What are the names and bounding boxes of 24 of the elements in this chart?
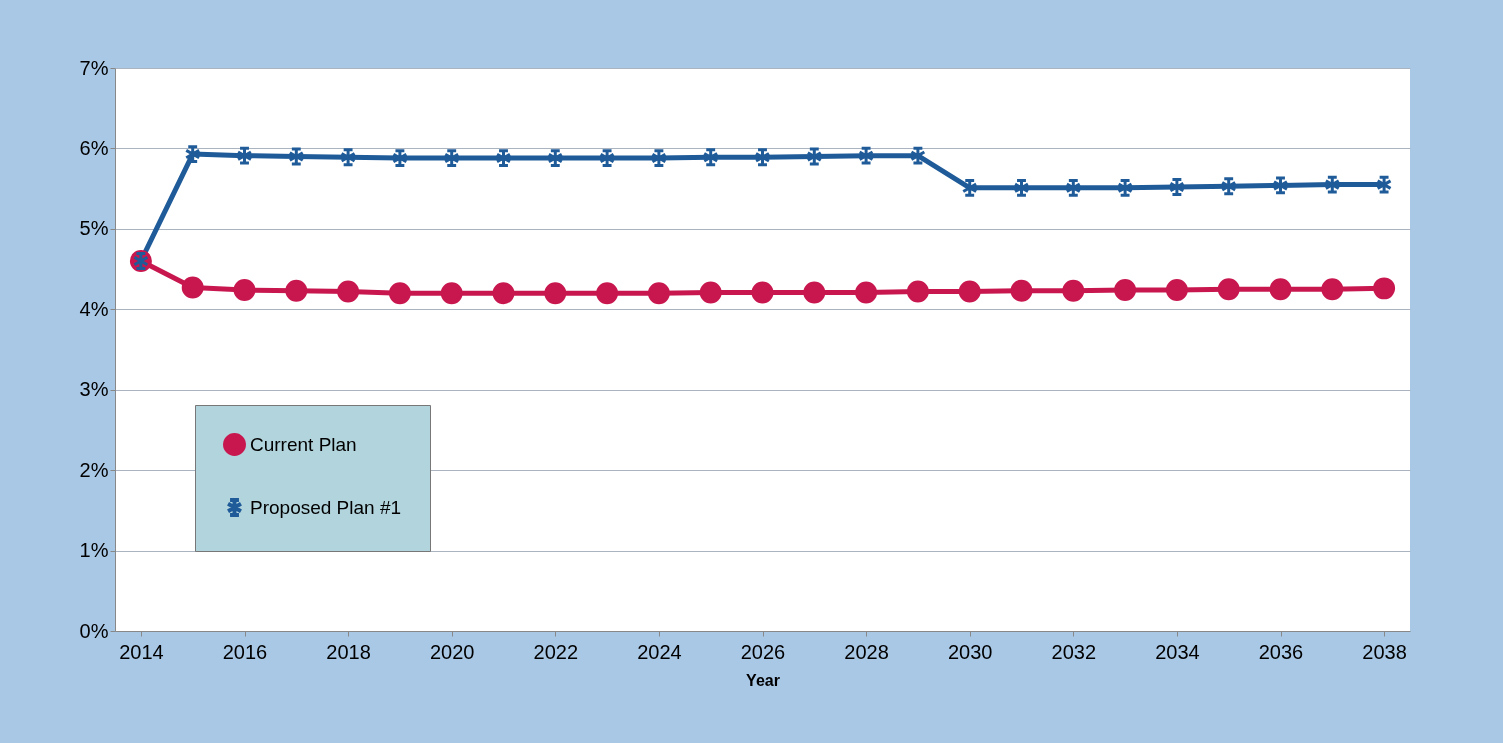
y-tick-label: 2% [79, 458, 109, 481]
y-tick-label: 7% [79, 56, 109, 79]
x-tick-label: 2026 [740, 640, 786, 663]
y-tick-label: 0% [79, 619, 109, 642]
x-tick-label: 2032 [1051, 640, 1097, 663]
y-tick-label: 1% [79, 539, 109, 562]
x-tick-label: 2024 [637, 640, 682, 663]
y-tick-label: 3% [79, 378, 109, 401]
legend-label: Current Plan [250, 433, 357, 455]
x-axis-title: Year [746, 671, 780, 689]
x-tick-label: 2036 [1258, 640, 1304, 663]
y-tick-label: 5% [79, 217, 109, 240]
y-tick-label: 6% [79, 136, 109, 159]
legend-label: Proposed Plan #1 [250, 496, 402, 518]
x-tick-label: 2038 [1362, 640, 1407, 663]
x-tick-label: 2022 [533, 640, 579, 663]
x-tick-label: 2018 [326, 640, 371, 663]
x-tick-label: 2014 [119, 640, 164, 663]
y-tick-label: 4% [79, 297, 109, 320]
x-tick-label: 2016 [222, 640, 268, 663]
x-tick-label: 2034 [1155, 640, 1200, 663]
x-tick-label: 2028 [844, 640, 889, 663]
x-tick-label: 2020 [429, 640, 475, 663]
x-tick-label: 2030 [947, 640, 993, 663]
